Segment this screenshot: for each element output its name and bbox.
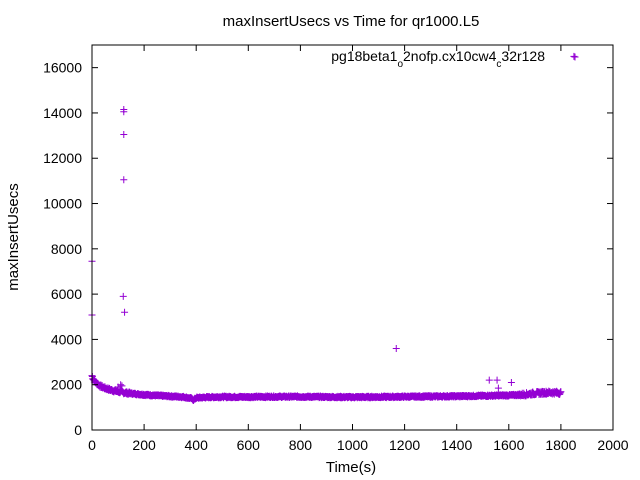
legend-label-part: 32r128 [501,48,545,64]
data-point-outlier [485,376,493,384]
legend-marker [571,53,579,61]
legend-label-part: o [397,59,403,70]
x-tick-label: 2000 [597,437,628,453]
x-axis: 0 200 400 600 800 1000 1200 1400 1600 1800 2000 [88,45,629,453]
x-tick-label: 600 [237,437,261,453]
legend-label-part: pg18beta1 [331,48,397,64]
data-point-outlier [570,52,578,60]
data-point-outlier [494,384,502,392]
plot-frame [91,44,614,431]
y-tick-label: 4000 [51,331,82,347]
x-tick-label: 1000 [337,437,368,453]
legend-label-part: c [496,59,501,70]
y-tick-label: 16000 [43,60,82,76]
data-point [557,388,565,396]
data-point-outlier [507,378,515,386]
data-point-outlier [121,308,129,316]
y-tick-label: 14000 [43,105,82,121]
y-tick-label: 0 [74,422,82,438]
chart-title: maxInsertUsecs vs Time for qr1000.L5 [223,13,480,30]
y-tick-label: 6000 [51,286,82,302]
data-point-outlier [120,176,128,184]
y-tick-label: 8000 [51,241,82,257]
x-tick-label: 1200 [389,437,420,453]
x-tick-label: 1800 [545,437,576,453]
y-tick-label: 10000 [43,196,82,212]
legend-label-part: 2nofp.cx10cw4 [403,48,497,64]
x-tick-label: 1600 [493,437,524,453]
legend-label: pg18beta1o2nofp.cx10cw4c32r128 [331,48,545,70]
plot-area [88,52,578,404]
y-tick-label: 12000 [43,150,82,166]
x-tick-label: 800 [289,437,313,453]
data-point-outlier [120,130,128,138]
x-tick-label: 200 [132,437,156,453]
x-axis-label: Time(s) [326,459,376,476]
data-point-outlier [493,376,501,384]
x-tick-label: 1400 [441,437,472,453]
data-point-outlier [120,108,128,116]
legend: pg18beta1o2nofp.cx10cw4c32r128 [331,48,579,70]
data-point-outlier [118,382,126,390]
data-point-outlier [119,292,127,300]
y-axis-label: maxInsertUsecs [5,183,22,291]
y-tick-label: 2000 [51,377,82,393]
x-tick-label: 400 [185,437,209,453]
data-point-outlier [114,383,122,391]
data-point-outlier [392,344,400,352]
y-axis: 0 2000 4000 6000 8000 10000 12000 14000 16000 [43,60,613,438]
x-tick-label: 0 [88,437,96,453]
